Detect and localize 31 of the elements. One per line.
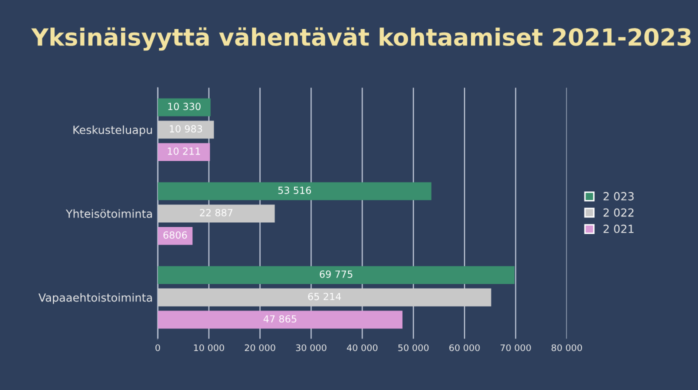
x-tick-label: 50 000 (398, 344, 429, 352)
y-tick-label: Keskusteluapu (73, 125, 152, 136)
x-tick-label: 60 000 (449, 344, 480, 352)
bar (158, 182, 432, 200)
x-tick-label: 20 000 (244, 344, 276, 352)
x-tick-label: 80 000 (552, 344, 582, 352)
bar (158, 98, 211, 116)
bar (158, 310, 402, 329)
data-label: 6806 (163, 231, 187, 239)
x-tick-label: 40 000 (346, 344, 378, 352)
bar (158, 204, 275, 222)
data-label: 10 211 (168, 148, 200, 155)
data-label: 53 516 (278, 186, 311, 194)
x-tick-label: 0 (155, 344, 160, 352)
bar (158, 120, 214, 139)
bar (158, 226, 193, 245)
bar (158, 143, 210, 161)
legend-label: 2 023 (604, 192, 634, 200)
bar (158, 288, 492, 306)
legend-label: 2 022 (604, 208, 634, 217)
x-tick-label: 70 000 (500, 344, 531, 352)
legend-label: 2 021 (604, 224, 634, 234)
x-tick-label: 10 000 (194, 344, 224, 352)
chart-title: Yksinäisyyttä vähentävät kohtaamiset 2021-2023 (31, 27, 691, 51)
data-label: 10 330 (168, 102, 201, 110)
y-tick-label: Yhteisötoiminta (66, 209, 152, 218)
x-tick-label: 30 000 (296, 344, 326, 352)
y-tick-label: Vapaaehtoistoiminta (38, 293, 152, 304)
bar (158, 266, 514, 284)
data-label: 47 865 (264, 315, 296, 323)
data-label: 69 775 (320, 270, 352, 278)
